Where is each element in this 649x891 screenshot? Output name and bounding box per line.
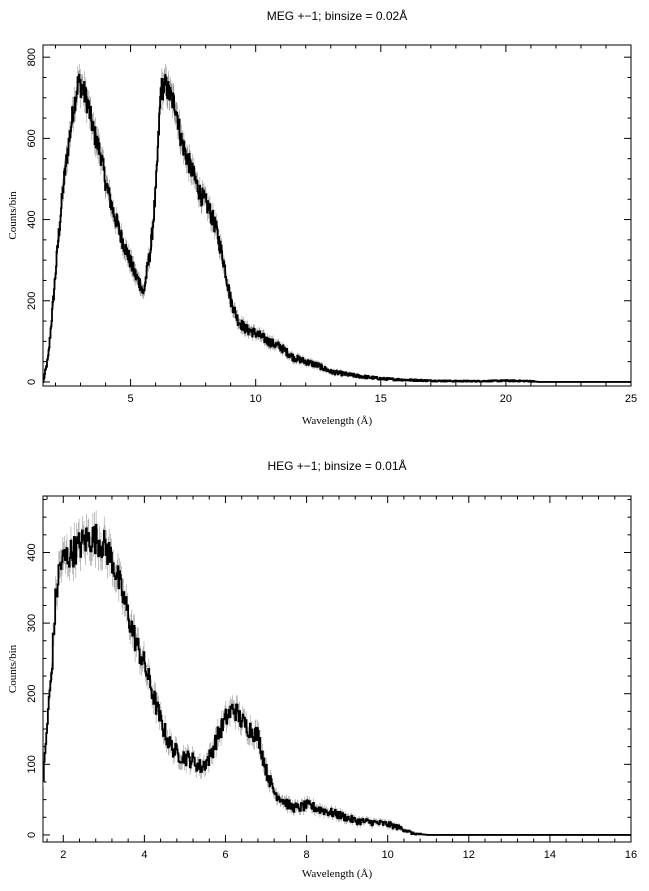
chart-panel-1 [42, 44, 632, 387]
x-axis-label: Wavelength (Å) [302, 868, 373, 880]
y-tick-label: 800 [26, 48, 38, 66]
chart-panel-2 [42, 495, 632, 843]
chart-title: HEG +−1; binsize = 0.01Å [267, 458, 406, 473]
x-tick-label: 10 [382, 849, 394, 861]
x-tick-label: 5 [128, 393, 134, 405]
y-tick-label: 0 [26, 379, 38, 385]
y-tick-label: 400 [26, 543, 38, 561]
x-tick-label: 16 [625, 849, 637, 861]
x-tick-label: 4 [141, 849, 147, 861]
y-tick-label: 0 [26, 832, 38, 838]
x-tick-label: 2 [60, 849, 66, 861]
x-axis-label: Wavelength (Å) [302, 415, 373, 427]
x-tick-label: 6 [222, 849, 228, 861]
x-tick-label: 12 [463, 849, 475, 861]
x-tick-label: 25 [625, 393, 637, 405]
spectrum-series [43, 73, 631, 383]
y-tick-label: 300 [26, 614, 38, 632]
plot-frame [42, 44, 632, 387]
y-tick-label: 600 [26, 129, 38, 147]
y-axis-label: Counts/bin [7, 191, 19, 240]
spectrum-series [43, 523, 631, 836]
x-tick-label: 10 [250, 393, 262, 405]
plot-frame [42, 495, 632, 843]
x-tick-label: 20 [500, 393, 512, 405]
y-tick-label: 200 [26, 685, 38, 703]
y-tick-label: 100 [26, 755, 38, 773]
y-tick-label: 400 [26, 210, 38, 228]
error-bars [43, 510, 427, 836]
y-tick-label: 200 [26, 292, 38, 310]
x-tick-label: 15 [375, 393, 387, 405]
x-tick-label: 14 [544, 849, 556, 861]
y-axis-label: Counts/bin [7, 644, 19, 693]
chart-title: MEG +−1; binsize = 0.02Å [267, 8, 407, 23]
x-tick-label: 8 [304, 849, 310, 861]
